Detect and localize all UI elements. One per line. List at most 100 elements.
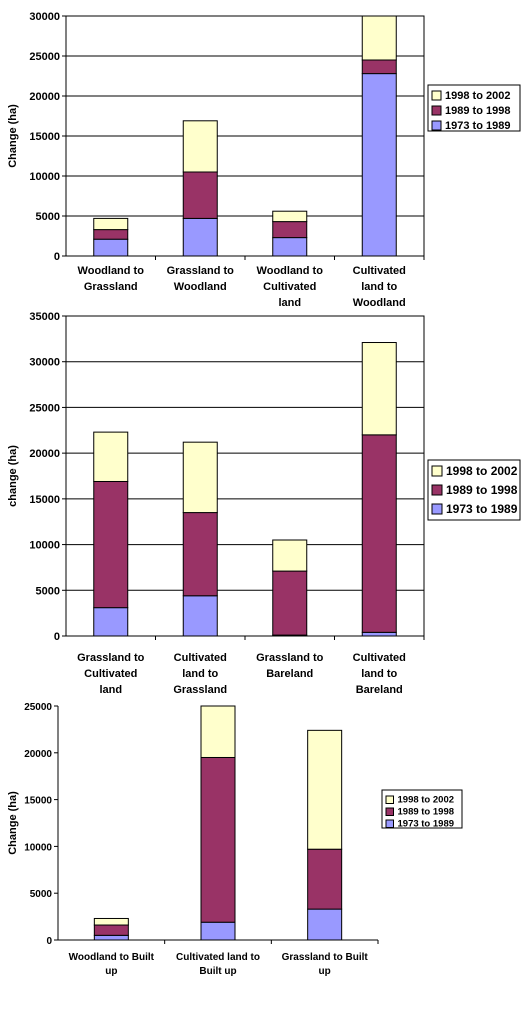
x-tick-label: Grassland to <box>77 652 145 664</box>
bar-segment <box>93 934 129 941</box>
y-tick-label: 0 <box>54 251 60 263</box>
y-tick-label: 10000 <box>29 540 60 552</box>
x-tick-label: Woodland to <box>78 265 145 277</box>
x-tick-label: Cultivated <box>84 668 137 680</box>
legend-label: 1989 to 1998 <box>445 105 510 117</box>
legend-swatch <box>431 90 442 101</box>
legend-label: 1973 to 1989 <box>446 502 518 516</box>
x-tick-label: Grassland to <box>167 265 235 277</box>
chart-2: 0 5000 10000 15000 20000 25000 30000 35000 chang… <box>7 311 521 696</box>
y-tick-label: 5000 <box>36 211 60 223</box>
bar-segment <box>182 217 218 257</box>
legend-swatch <box>431 120 442 131</box>
bar-segment <box>307 729 343 850</box>
bar-segment <box>93 431 129 482</box>
x-tick-label: Bareland <box>266 668 313 680</box>
y-tick-label: 15000 <box>29 494 60 506</box>
bar-segment <box>272 237 308 257</box>
y-tick-label: 20000 <box>29 448 60 460</box>
y-tick-label: 15000 <box>24 796 52 807</box>
bar-segment <box>93 238 129 257</box>
x-tick-label: Grassland to Built <box>282 952 369 963</box>
legend-swatch <box>385 819 394 828</box>
bar-segment <box>361 434 397 633</box>
bar-segment <box>272 221 308 239</box>
legend-swatch <box>431 105 442 116</box>
x-tick-label: Woodland <box>353 297 406 309</box>
legend-label: 1989 to 1998 <box>446 483 518 497</box>
x-tick-label: land to <box>182 668 218 680</box>
y-axis-label: Change (ha) <box>7 104 19 168</box>
x-tick-label: Bareland <box>356 684 403 696</box>
x-tick-label: land <box>99 684 122 696</box>
y-tick-label: 25000 <box>29 51 60 63</box>
bar-segment <box>93 229 129 240</box>
bar-segment <box>182 441 218 514</box>
x-tick-label: Woodland <box>174 281 227 293</box>
y-tick-label: 0 <box>54 631 60 643</box>
x-tick-label: land to <box>361 668 397 680</box>
x-tick-label: up <box>319 966 331 977</box>
bar-segment <box>200 921 236 941</box>
legend <box>427 459 521 521</box>
chart-1: 0 5000 10000 15000 20000 25000 30000 Change (ha… <box>7 11 521 309</box>
bar-segment <box>361 59 397 75</box>
x-tick-label: Cultivated <box>353 265 406 277</box>
y-tick-label: 25000 <box>29 402 60 414</box>
bar-segment <box>272 539 308 572</box>
legend-swatch <box>385 795 394 804</box>
y-tick-label: 20000 <box>24 749 52 760</box>
x-tick-label: Built up <box>199 966 236 977</box>
bar-segment <box>307 908 343 941</box>
y-tick-label: 30000 <box>29 357 60 369</box>
bar-segment <box>182 595 218 637</box>
x-tick-label: land to <box>361 281 397 293</box>
y-tick-label: 0 <box>46 936 52 947</box>
bar-segment <box>307 848 343 910</box>
legend-swatch <box>431 484 443 496</box>
bar-segment <box>182 512 218 597</box>
x-tick-label: Woodland to Built <box>69 952 155 963</box>
x-tick-label: Cultivated <box>174 652 227 664</box>
y-tick-label: 10000 <box>29 171 60 183</box>
legend-swatch <box>431 465 443 477</box>
bar-segment <box>200 705 236 758</box>
bar-segment <box>93 607 129 637</box>
x-tick-label: Cultivated land to <box>176 952 260 963</box>
x-tick-label: Grassland to <box>256 652 324 664</box>
x-tick-label: Cultivated <box>263 281 316 293</box>
legend-swatch <box>431 503 443 515</box>
x-tick-label: land <box>278 297 301 309</box>
y-tick-label: 5000 <box>36 585 60 597</box>
y-axis-label: change (ha) <box>7 445 19 507</box>
x-tick-label: Grassland <box>173 684 227 696</box>
y-axis-label: Change (ha) <box>7 791 19 855</box>
legend <box>381 789 463 829</box>
legend-label: 1989 to 1998 <box>398 807 455 818</box>
bar-segment <box>272 210 308 223</box>
x-tick-label: Cultivated <box>353 652 406 664</box>
y-tick-label: 20000 <box>29 91 60 103</box>
bar-segment <box>182 120 218 173</box>
bar-segment <box>93 917 129 926</box>
x-tick-label: Woodland to <box>257 265 324 277</box>
bar-segment <box>361 342 397 436</box>
legend-label: 1973 to 1989 <box>398 819 455 830</box>
y-tick-label: 30000 <box>29 11 60 23</box>
bar-segment <box>361 15 397 61</box>
bar-segment <box>272 570 308 636</box>
legend-swatch <box>385 807 394 816</box>
legend-label: 1998 to 2002 <box>398 795 455 806</box>
bar-segment <box>200 756 236 923</box>
bar-segment <box>93 480 129 609</box>
y-tick-label: 25000 <box>24 702 52 713</box>
legend-label: 1998 to 2002 <box>445 90 510 102</box>
bar-segment <box>93 924 129 936</box>
chart-3: 0 5000 10000 15000 20000 25000 Change (ha) Wood… <box>7 702 463 977</box>
legend-label: 1998 to 2002 <box>446 464 518 478</box>
y-tick-label: 15000 <box>29 131 60 143</box>
legend-label: 1973 to 1989 <box>445 120 510 132</box>
bar-segment <box>361 631 397 637</box>
